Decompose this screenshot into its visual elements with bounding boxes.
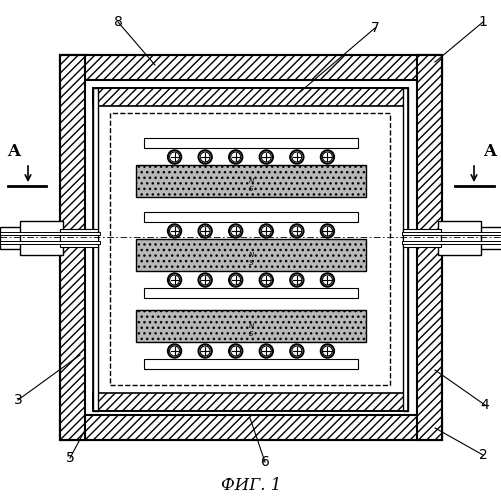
Text: 2: 2 [478, 448, 487, 462]
Bar [438, 221, 481, 255]
Circle shape [229, 224, 242, 238]
Circle shape [229, 344, 242, 358]
Text: S: S [249, 260, 253, 266]
Circle shape [231, 226, 240, 236]
Text: 1: 1 [478, 15, 487, 29]
Circle shape [290, 224, 304, 238]
Text: 5: 5 [66, 451, 74, 465]
Circle shape [169, 346, 179, 356]
Circle shape [260, 273, 273, 287]
Circle shape [169, 275, 179, 285]
Bar [144, 288, 358, 298]
Circle shape [198, 224, 212, 238]
Bar [417, 55, 442, 440]
Bar [60, 55, 85, 440]
Bar [93, 88, 408, 106]
Text: A: A [483, 143, 496, 160]
Text: 3: 3 [14, 393, 23, 407]
Circle shape [290, 273, 304, 287]
Text: 6: 6 [261, 455, 270, 469]
Circle shape [198, 273, 212, 287]
Bar [144, 212, 358, 222]
Circle shape [323, 346, 333, 356]
Circle shape [321, 344, 335, 358]
Circle shape [167, 344, 181, 358]
Bar [0, 227, 62, 249]
Circle shape [321, 273, 335, 287]
Circle shape [169, 152, 179, 162]
Bar [136, 239, 366, 271]
Bar [403, 88, 408, 411]
Bar [402, 232, 501, 235]
Bar [20, 221, 63, 255]
Circle shape [167, 224, 181, 238]
Text: N: N [248, 252, 254, 258]
Bar [0, 232, 100, 235]
Circle shape [231, 275, 240, 285]
Bar [60, 55, 442, 80]
Circle shape [323, 275, 333, 285]
Text: A: A [8, 143, 21, 160]
Bar [98, 106, 403, 393]
Circle shape [262, 346, 271, 356]
Circle shape [169, 226, 179, 236]
Bar [60, 55, 442, 440]
Bar [440, 227, 501, 249]
Circle shape [200, 275, 210, 285]
Circle shape [292, 152, 302, 162]
Circle shape [167, 150, 181, 164]
Bar [136, 310, 366, 342]
Circle shape [229, 273, 242, 287]
Circle shape [292, 346, 302, 356]
Text: ФИГ. 1: ФИГ. 1 [221, 476, 281, 494]
Bar [0, 241, 100, 244]
Bar [93, 88, 98, 411]
Circle shape [260, 224, 273, 238]
Bar [110, 113, 390, 385]
Bar [402, 241, 501, 244]
Circle shape [200, 152, 210, 162]
Text: S: S [249, 186, 253, 192]
Text: 7: 7 [371, 21, 379, 35]
Text: S: S [249, 331, 253, 337]
Text: 8: 8 [114, 15, 122, 29]
Circle shape [262, 152, 271, 162]
Circle shape [260, 344, 273, 358]
Circle shape [323, 152, 333, 162]
Circle shape [262, 275, 271, 285]
Bar [144, 138, 358, 148]
Bar [144, 359, 358, 369]
Bar [60, 415, 442, 440]
Bar [93, 393, 408, 411]
Text: 4: 4 [480, 398, 489, 412]
Circle shape [198, 344, 212, 358]
Circle shape [290, 150, 304, 164]
Bar [93, 88, 408, 411]
Bar [60, 55, 442, 445]
Bar [136, 165, 366, 197]
Circle shape [323, 226, 333, 236]
Text: N: N [248, 323, 254, 329]
Circle shape [290, 344, 304, 358]
Circle shape [292, 275, 302, 285]
Bar [60, 229, 98, 247]
Text: N: N [248, 178, 254, 184]
Circle shape [229, 150, 242, 164]
Circle shape [292, 226, 302, 236]
Circle shape [198, 150, 212, 164]
Circle shape [321, 150, 335, 164]
Circle shape [200, 226, 210, 236]
Bar [403, 229, 441, 247]
Circle shape [321, 224, 335, 238]
Circle shape [260, 150, 273, 164]
Circle shape [231, 152, 240, 162]
Circle shape [167, 273, 181, 287]
Circle shape [231, 346, 240, 356]
Circle shape [262, 226, 271, 236]
Circle shape [200, 346, 210, 356]
